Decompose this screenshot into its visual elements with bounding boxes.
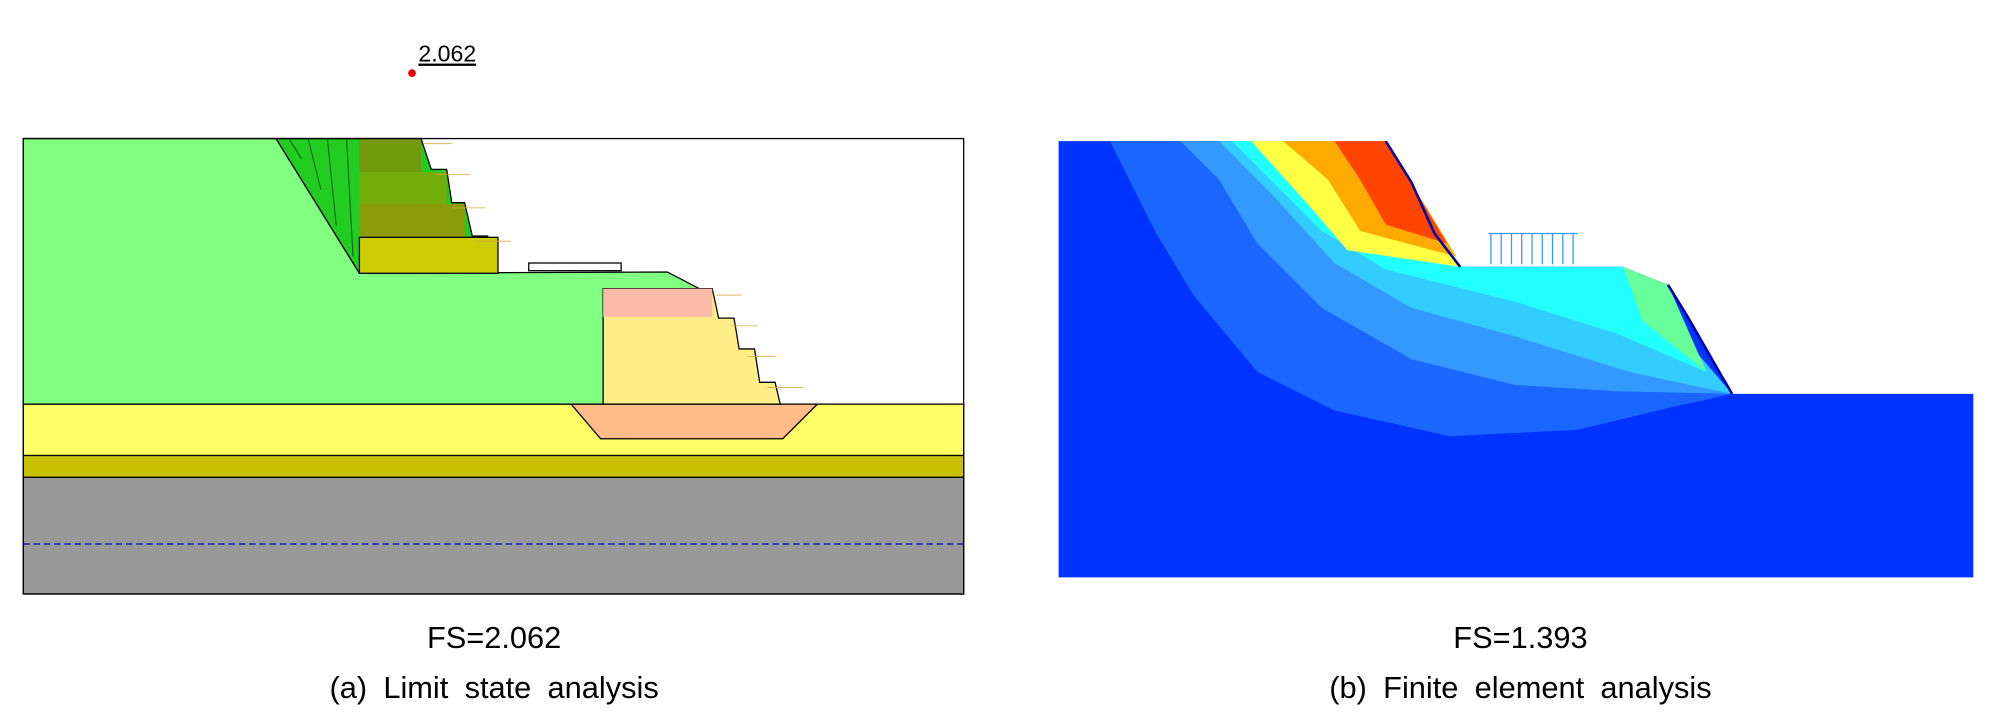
wedge-slices: [288, 138, 354, 257]
fem-panel: FS=1.393 (b) Finite element analysis: [1058, 140, 1974, 705]
surcharge: [528, 262, 622, 272]
yellow-layer: [22, 403, 965, 457]
wall-1: [359, 138, 421, 172]
olive-layer: [22, 454, 965, 478]
center-marker: [408, 69, 416, 77]
limit-state-panel: 2.062 FS=2.062 (a) Limit state analysis: [22, 41, 965, 705]
rock-layer: [22, 476, 965, 595]
contour-8: [1334, 141, 1448, 244]
marker-label: 2.062: [418, 41, 476, 67]
nails: [423, 143, 804, 388]
lower-wall: [1666, 284, 1734, 395]
result-label: FS=1.393: [1453, 620, 1587, 655]
result-label: FS=2.062: [427, 620, 561, 655]
wall-4: [358, 236, 499, 274]
caption: (b) Finite element analysis: [1329, 670, 1711, 705]
panel-frame: [22, 137, 965, 595]
lower-wall: [602, 288, 782, 405]
lower-wall-top: [603, 288, 713, 317]
contour-5: [1623, 266, 1707, 373]
caption: (a) Limit state analysis: [329, 670, 658, 705]
wall-2: [359, 171, 447, 204]
foundation: [569, 403, 819, 440]
upper-wall: [1384, 140, 1462, 268]
wall-3: [359, 203, 465, 238]
load-arrows: [1488, 232, 1579, 265]
